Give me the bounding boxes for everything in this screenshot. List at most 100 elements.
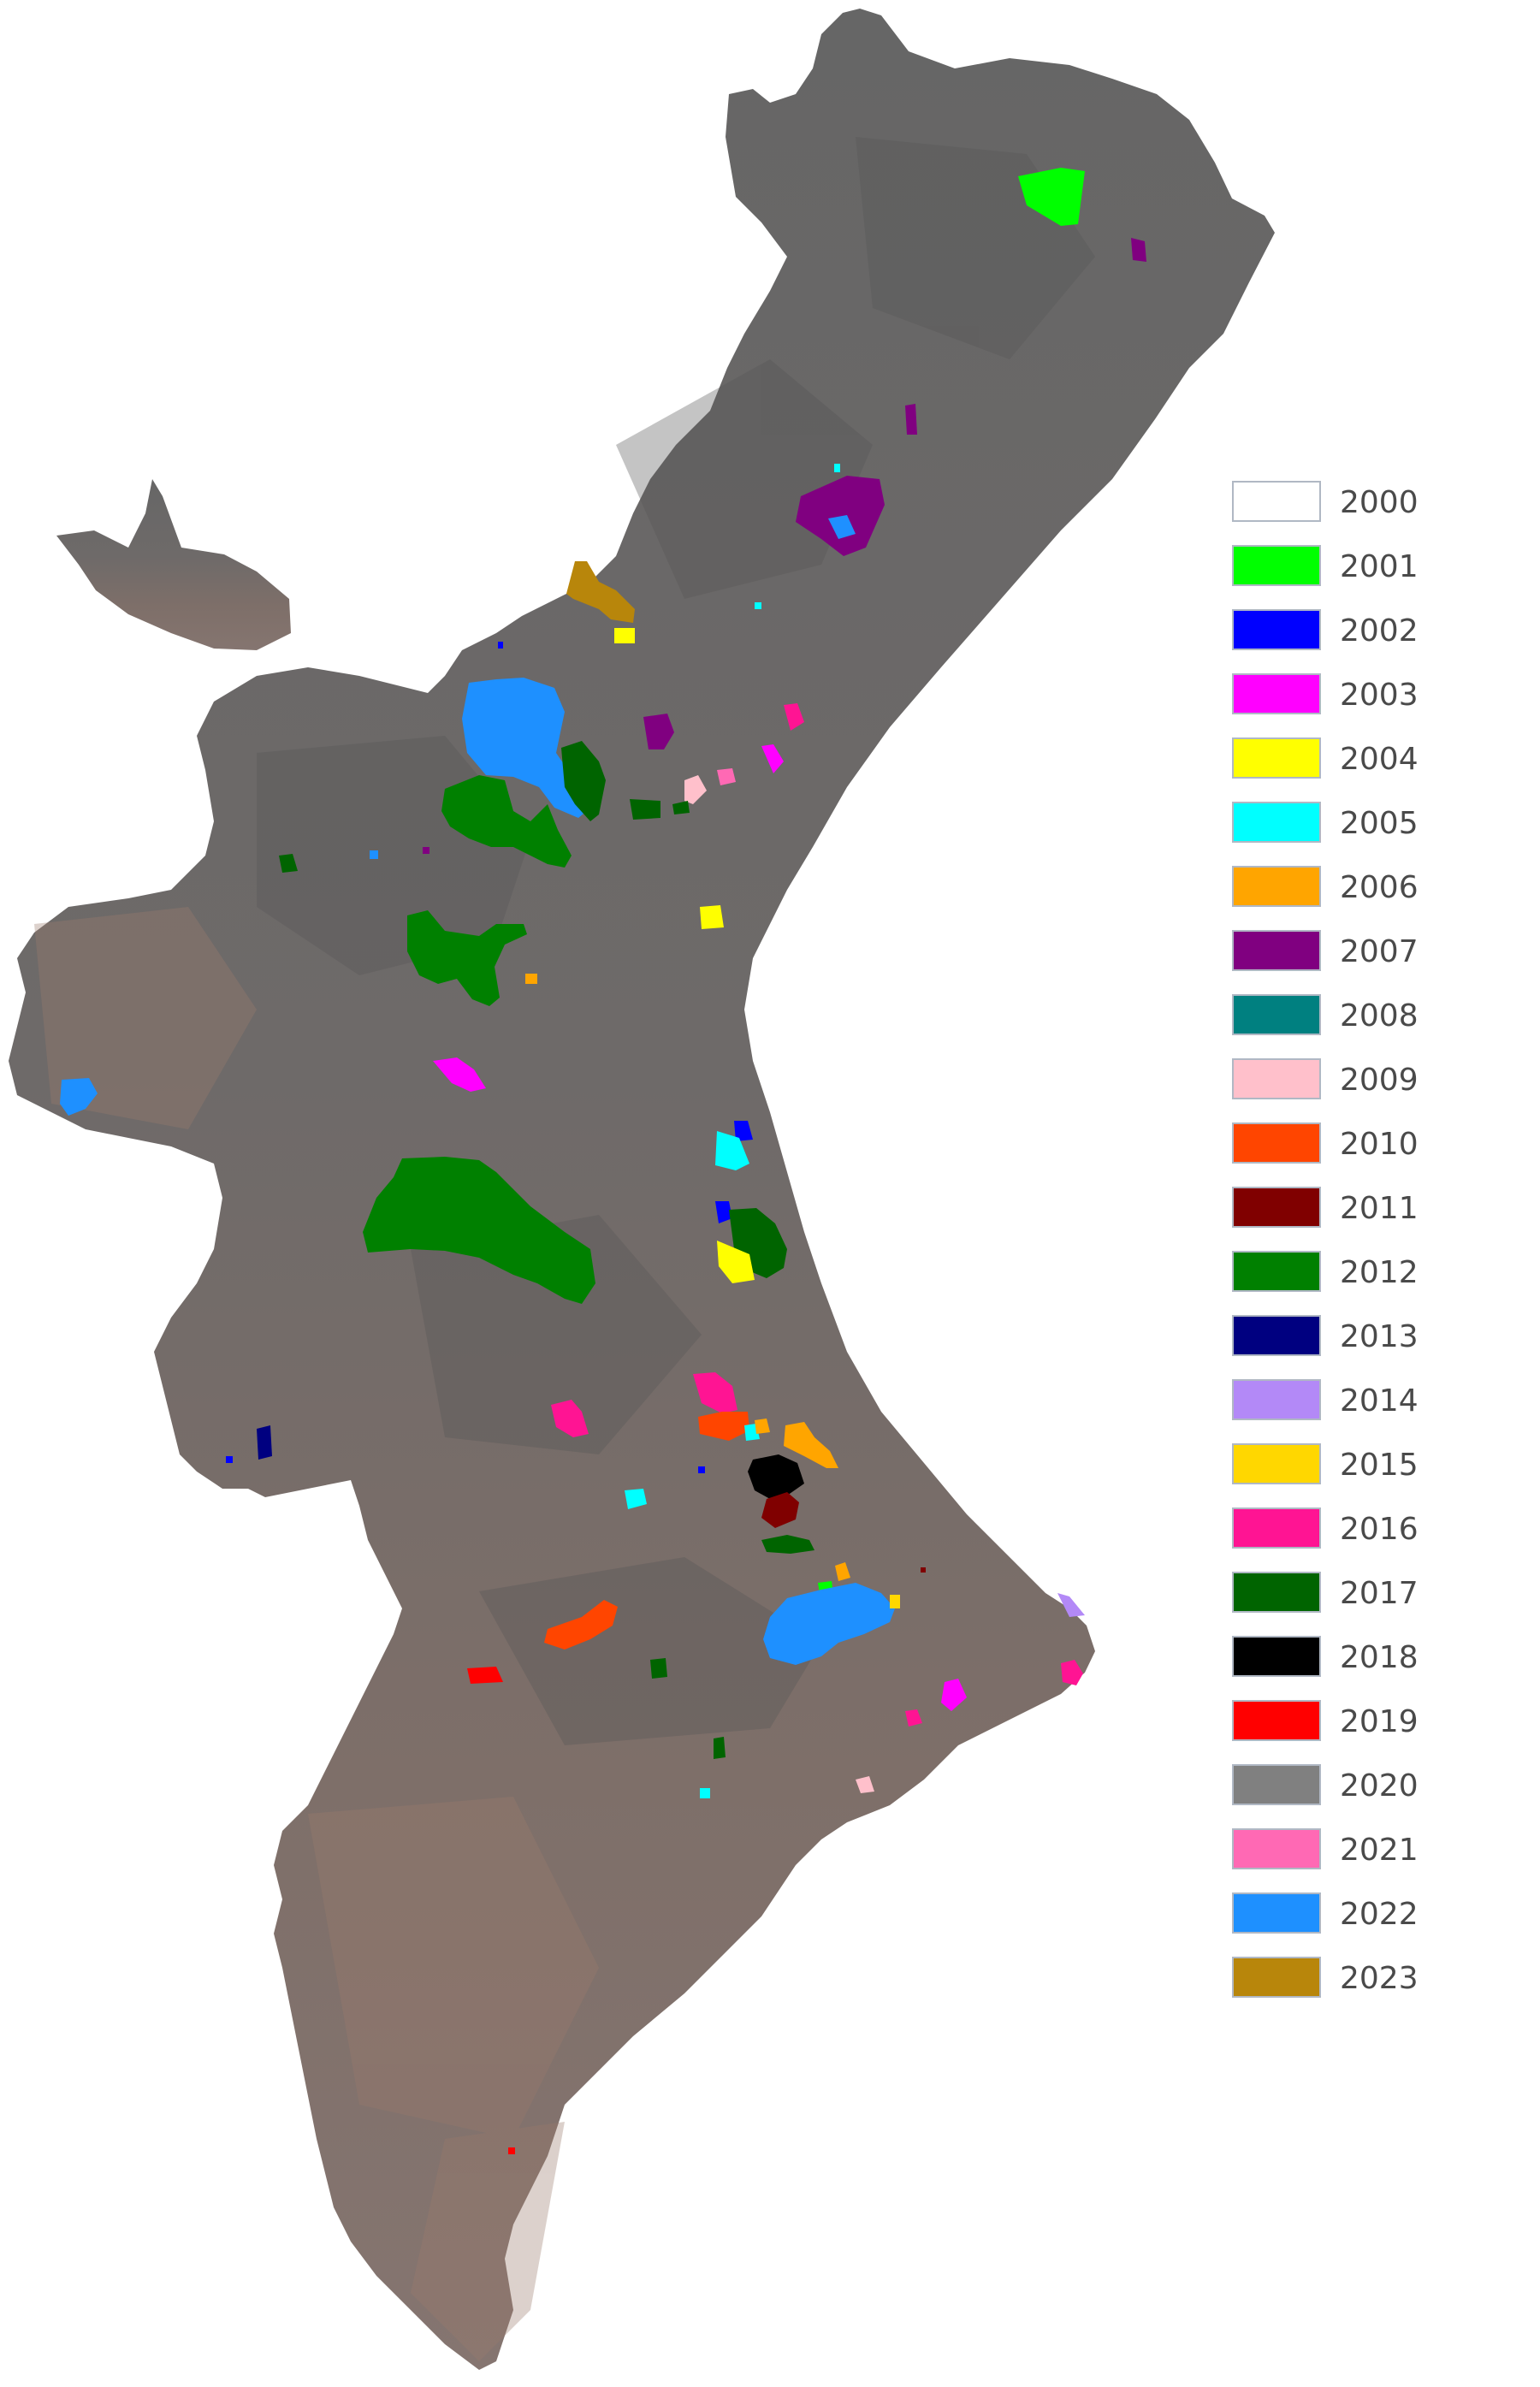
burn-2007-c bbox=[796, 476, 885, 556]
burn-2016-a bbox=[784, 703, 804, 731]
burn-2022-c bbox=[370, 850, 378, 859]
burn-2004-a bbox=[614, 628, 635, 643]
legend-swatch bbox=[1232, 1700, 1321, 1741]
legend-label: 2001 bbox=[1340, 549, 1419, 584]
legend-swatch bbox=[1232, 1892, 1321, 1934]
burn-2005-c bbox=[715, 1131, 749, 1170]
burn-2009-b bbox=[856, 1776, 874, 1793]
legend-swatch bbox=[1232, 1379, 1321, 1420]
burn-2002-a bbox=[498, 642, 503, 649]
legend-item-2018: 2018 bbox=[1232, 1636, 1489, 1684]
burn-2017-h bbox=[714, 1737, 726, 1759]
burn-2016-b bbox=[693, 1372, 737, 1413]
burn-2012-a bbox=[441, 775, 572, 868]
burn-2015-a bbox=[890, 1595, 900, 1608]
legend-label: 2020 bbox=[1340, 1768, 1419, 1804]
legend-item-2012: 2012 bbox=[1232, 1251, 1489, 1299]
burn-2010-a bbox=[698, 1412, 749, 1441]
legend-label: 2000 bbox=[1340, 485, 1419, 520]
burn-2016-d bbox=[1061, 1660, 1083, 1685]
legend-label: 2009 bbox=[1340, 1063, 1419, 1098]
burn-2005-b bbox=[755, 602, 761, 609]
burn-2004-b bbox=[700, 905, 724, 929]
legend-swatch bbox=[1232, 609, 1321, 650]
legend-label: 2006 bbox=[1340, 870, 1419, 905]
region-outline bbox=[9, 9, 1275, 2370]
burn-2002-e bbox=[698, 1466, 705, 1473]
legend-item-2016: 2016 bbox=[1232, 1507, 1489, 1555]
legend-label: 2021 bbox=[1340, 1833, 1419, 1868]
legend-item-2007: 2007 bbox=[1232, 930, 1489, 978]
legend-swatch bbox=[1232, 545, 1321, 586]
legend-item-2011: 2011 bbox=[1232, 1187, 1489, 1235]
legend-label: 2008 bbox=[1340, 998, 1419, 1034]
legend-item-2006: 2006 bbox=[1232, 866, 1489, 914]
burn-2017-g bbox=[650, 1658, 667, 1679]
burn-2007-e bbox=[423, 847, 429, 854]
legend-item-2019: 2019 bbox=[1232, 1700, 1489, 1748]
burn-2012-c bbox=[363, 1157, 595, 1304]
burn-2007-a bbox=[1131, 238, 1146, 262]
burn-2013-a bbox=[257, 1425, 272, 1460]
burn-2005-a bbox=[834, 464, 840, 472]
legend-item-2017: 2017 bbox=[1232, 1572, 1489, 1620]
burn-2022-d bbox=[60, 1078, 98, 1116]
terrain-texture bbox=[257, 137, 1095, 1745]
burn-2011-b bbox=[921, 1567, 926, 1573]
legend-item-2009: 2009 bbox=[1232, 1058, 1489, 1106]
legend-item-2023: 2023 bbox=[1232, 1957, 1489, 2005]
legend-label: 2018 bbox=[1340, 1640, 1419, 1675]
legend-label: 2013 bbox=[1340, 1319, 1419, 1354]
burn-2019-b bbox=[508, 2147, 515, 2154]
burn-2017-c bbox=[672, 801, 690, 814]
legend-swatch bbox=[1232, 1636, 1321, 1677]
legend-swatch bbox=[1232, 1122, 1321, 1164]
legend-item-2003: 2003 bbox=[1232, 673, 1489, 721]
legend-item-2014: 2014 bbox=[1232, 1379, 1489, 1427]
burn-2012-b bbox=[407, 910, 527, 1006]
burn-2005-e bbox=[625, 1489, 647, 1509]
legend-label: 2003 bbox=[1340, 678, 1419, 713]
legend-swatch bbox=[1232, 1443, 1321, 1484]
legend-swatch bbox=[1232, 930, 1321, 971]
burn-2023-a bbox=[566, 561, 635, 623]
legend-swatch bbox=[1232, 1315, 1321, 1356]
burn-2007-d bbox=[643, 714, 674, 749]
legend-label: 2007 bbox=[1340, 934, 1419, 969]
legend-swatch bbox=[1232, 737, 1321, 779]
burn-2002-c bbox=[715, 1201, 732, 1223]
burn-2001-a bbox=[1018, 168, 1085, 226]
legend-label: 2010 bbox=[1340, 1127, 1419, 1162]
legend-swatch bbox=[1232, 1507, 1321, 1549]
enclave-region bbox=[56, 479, 291, 650]
burn-2022-e bbox=[763, 1583, 895, 1665]
burn-2017-b bbox=[630, 799, 660, 820]
legend-item-2000: 2000 bbox=[1232, 481, 1489, 529]
burn-2019-a bbox=[467, 1667, 503, 1684]
legend-item-2004: 2004 bbox=[1232, 737, 1489, 785]
legend-label: 2022 bbox=[1340, 1897, 1419, 1932]
legend-swatch bbox=[1232, 673, 1321, 714]
burn-2021-a bbox=[717, 768, 736, 785]
legend-item-2020: 2020 bbox=[1232, 1764, 1489, 1812]
burn-2003-b bbox=[433, 1057, 486, 1092]
legend-label: 2004 bbox=[1340, 742, 1419, 777]
legend-item-2002: 2002 bbox=[1232, 609, 1489, 657]
burn-2002-b bbox=[734, 1121, 753, 1141]
burn-2002-d bbox=[226, 1456, 233, 1463]
burn-2017-f bbox=[761, 1535, 814, 1554]
burn-2016-c bbox=[551, 1400, 589, 1437]
legend-swatch bbox=[1232, 1187, 1321, 1228]
legend-label: 2016 bbox=[1340, 1512, 1419, 1547]
legend-label: 2005 bbox=[1340, 806, 1419, 841]
legend-label: 2017 bbox=[1340, 1576, 1419, 1611]
legend-item-2022: 2022 bbox=[1232, 1892, 1489, 1940]
burn-2010-b bbox=[544, 1600, 618, 1650]
burn-2004-c bbox=[717, 1241, 755, 1283]
legend-label: 2012 bbox=[1340, 1255, 1419, 1290]
legend-label: 2002 bbox=[1340, 613, 1419, 649]
burn-2017-a bbox=[561, 741, 606, 821]
legend-swatch bbox=[1232, 802, 1321, 843]
burn-2006-c bbox=[784, 1422, 838, 1468]
